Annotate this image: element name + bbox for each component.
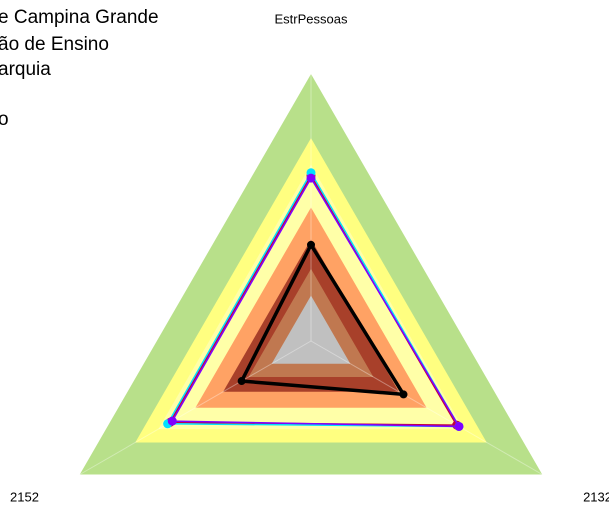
spoke	[79, 340, 312, 475]
series-line	[170, 176, 461, 428]
axis-label: 2152	[10, 489, 39, 504]
marker	[167, 416, 177, 426]
marker	[306, 173, 316, 183]
axis-label: EstrPessoas	[275, 11, 348, 26]
note: arquia	[0, 59, 51, 80]
marker	[307, 240, 315, 249]
marker	[237, 377, 246, 386]
series-line	[238, 241, 407, 397]
axis-label: 2132	[583, 489, 609, 504]
band	[271, 295, 351, 364]
note: ão de Ensino	[0, 34, 109, 55]
marker	[454, 421, 464, 431]
note: o	[0, 109, 9, 130]
series-line	[166, 171, 461, 428]
marker	[399, 390, 408, 399]
note: e Campina Grande	[0, 7, 159, 28]
spoke	[310, 340, 543, 475]
